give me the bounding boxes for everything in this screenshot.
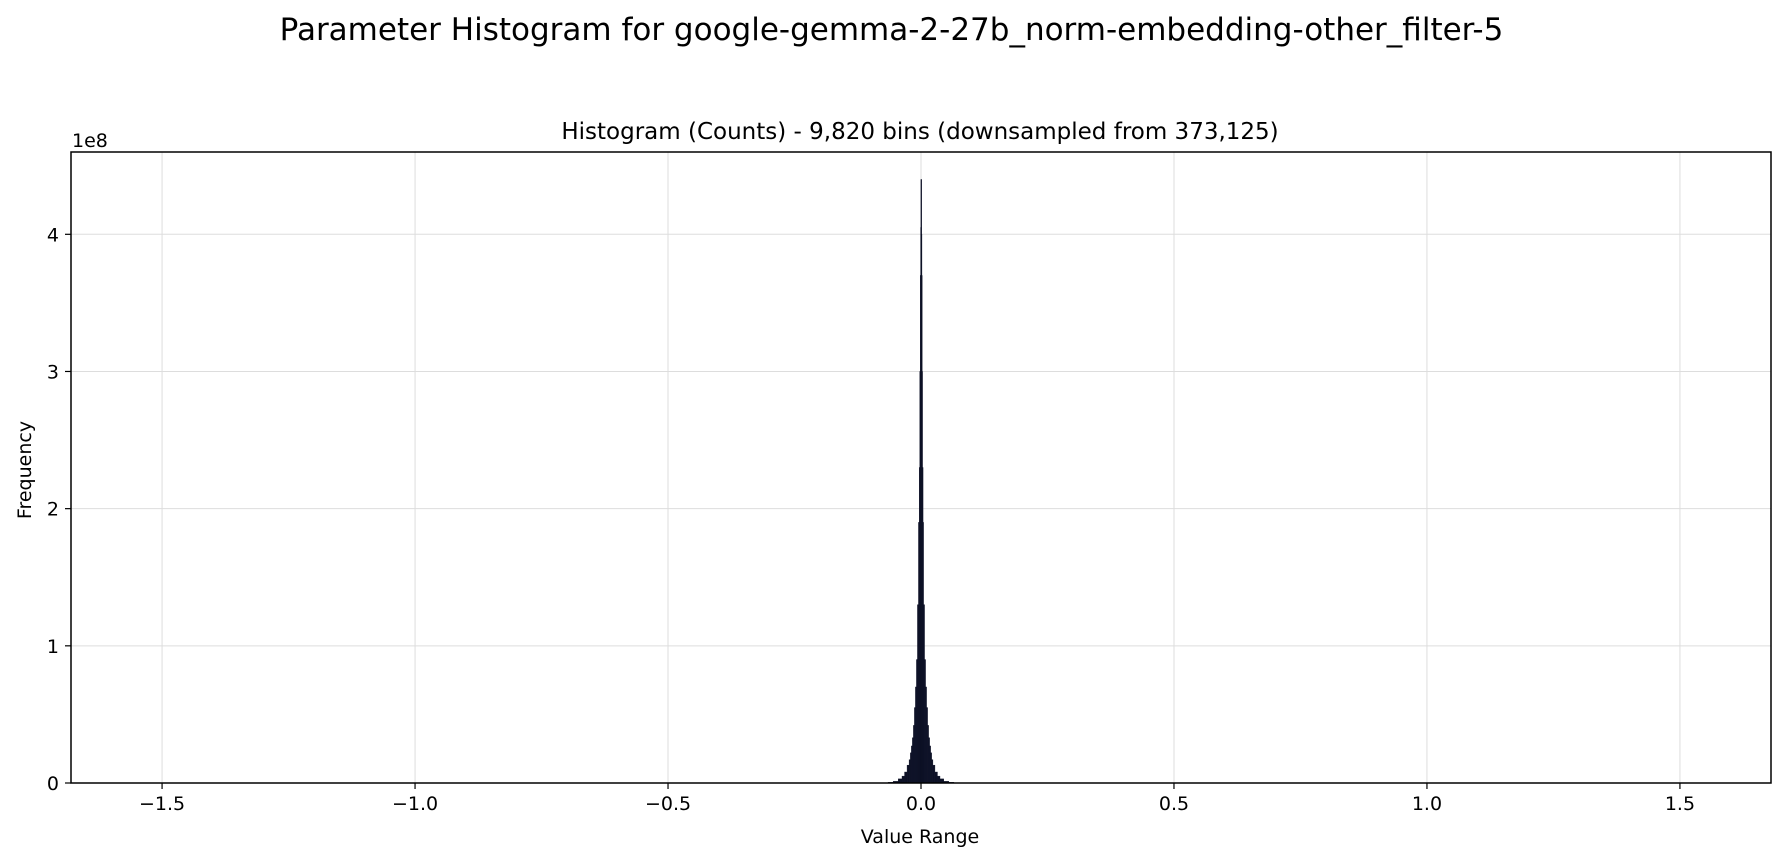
y-tick-label: 4: [47, 224, 59, 246]
figure-suptitle: Parameter Histogram for google-gemma-2-2…: [280, 12, 1504, 48]
y-tick-label: 2: [47, 499, 59, 521]
x-tick-label: 0.0: [906, 793, 936, 815]
histogram-bar: [902, 776, 905, 783]
x-tick-label: −1.0: [392, 793, 438, 815]
x-tick-label: 0.5: [1159, 793, 1189, 815]
x-tick-label: −1.5: [139, 793, 185, 815]
histogram-bar: [907, 765, 909, 783]
x-axis-ticks: −1.5 −1.0 −0.5 0.0 0.5 1.0 1.5: [139, 783, 1695, 815]
y-axis-offset-label: 1e8: [72, 130, 108, 152]
y-axis-ticks: 0 1 2 3 4: [47, 224, 71, 795]
histogram-bars: [883, 179, 959, 783]
y-tick-label: 3: [47, 361, 59, 383]
y-tick-label: 0: [47, 773, 59, 795]
x-tick-label: −0.5: [645, 793, 691, 815]
x-axis-label: Value Range: [861, 826, 979, 848]
histogram-bar: [937, 776, 940, 783]
chart-title: Histogram (Counts) - 9,820 bins (downsam…: [561, 119, 1278, 145]
histogram-bar: [905, 772, 908, 783]
y-axis-label: Frequency: [14, 421, 36, 519]
histogram-bar: [935, 772, 938, 783]
x-tick-label: 1.0: [1412, 793, 1442, 815]
y-tick-label: 1: [47, 636, 59, 658]
x-tick-label: 1.5: [1665, 793, 1695, 815]
histogram-bar: [933, 765, 935, 783]
